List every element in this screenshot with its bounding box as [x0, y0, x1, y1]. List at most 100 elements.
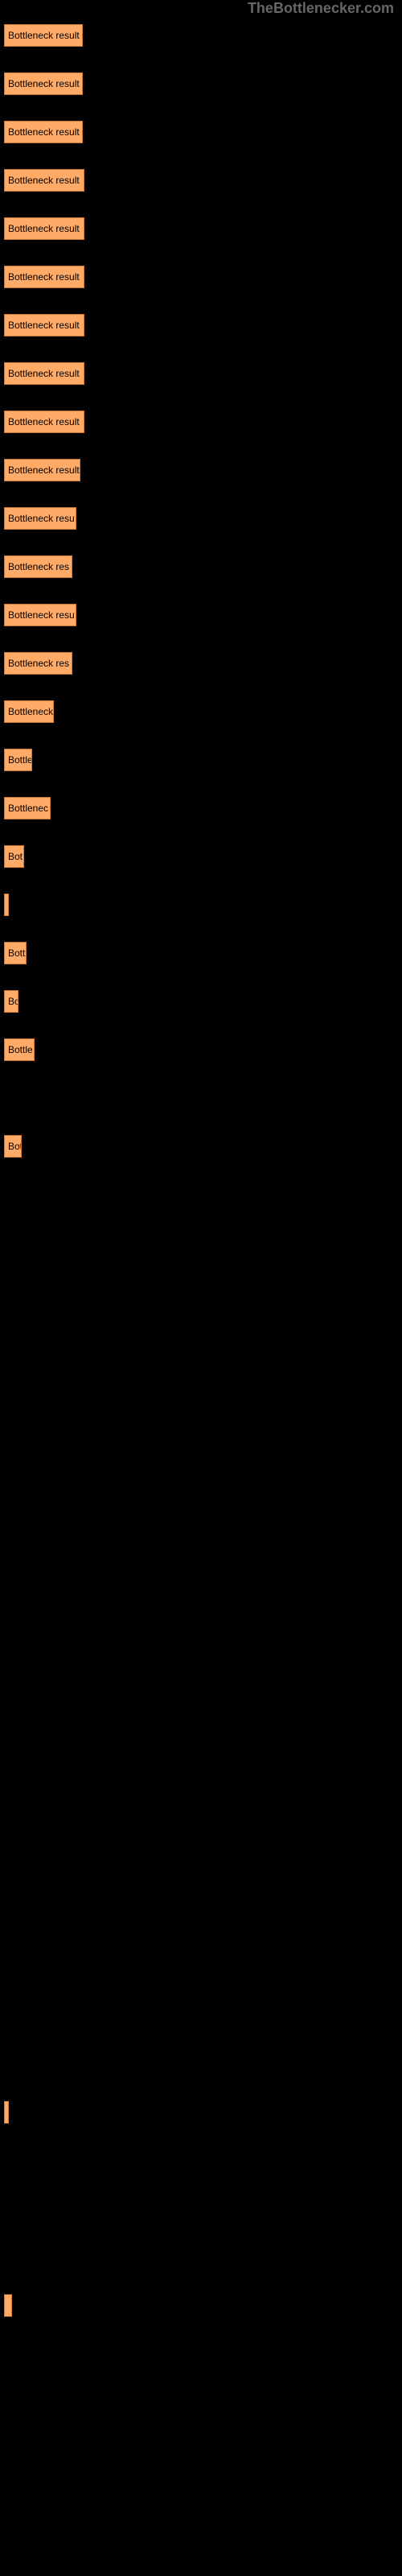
chart-bar: Bottleneck result [4, 459, 80, 481]
chart-bar: Bott [4, 942, 27, 964]
bar-row: Bot [4, 845, 402, 868]
bar-row [4, 1956, 402, 1979]
bar-row [4, 2294, 402, 2317]
chart-bar [4, 2294, 12, 2317]
bar-row [4, 1618, 402, 1641]
chart-bar [4, 894, 9, 916]
chart-bar: Bottlenec [4, 797, 51, 819]
chart-bar: Bottleneck result [4, 24, 83, 47]
bar-row: Bottleneck result [4, 217, 402, 240]
chart-bar: Bot [4, 1135, 22, 1158]
bar-row: Bottleneck res [4, 652, 402, 675]
chart-bar: Bottleneck res [4, 652, 72, 675]
bar-row [4, 2149, 402, 2172]
bar-row [4, 894, 402, 916]
chart-bar: Bottleneck result [4, 411, 84, 433]
bar-row [4, 1860, 402, 1882]
chart-bar: Bot [4, 845, 24, 868]
bar-row: Bottle [4, 1038, 402, 1061]
bar-row [4, 2343, 402, 2365]
bar-row [4, 1425, 402, 1447]
bar-label: Bottleneck [8, 706, 53, 717]
chart-bar: Bottleneck resu [4, 507, 76, 530]
bar-row [4, 2004, 402, 2027]
bar-label: Bo [8, 996, 18, 1007]
bar-row [4, 1280, 402, 1302]
bar-row: Bottlenec [4, 797, 402, 819]
bar-label: Bottleneck res [8, 561, 69, 572]
bar-row: Bottleneck result [4, 24, 402, 47]
bar-row [4, 2439, 402, 2462]
bar-label: Bottlenec [8, 803, 48, 814]
bar-row: Bottleneck result [4, 169, 402, 192]
bar-row [4, 1763, 402, 1785]
bar-row: Bottleneck resu [4, 604, 402, 626]
bar-row: Bo [4, 990, 402, 1013]
bar-row: Bott [4, 942, 402, 964]
bar-row [4, 1377, 402, 1399]
chart-bar: Bottleneck result [4, 266, 84, 288]
bar-label: Bottleneck resu [8, 513, 75, 524]
bar-row: Bottleneck result [4, 121, 402, 143]
bar-row [4, 2198, 402, 2220]
bar-label: Bot [8, 851, 23, 862]
chart-bar: Bo [4, 990, 18, 1013]
bar-row [4, 2391, 402, 2413]
chart-bar: Bottleneck res [4, 555, 72, 578]
bar-label: Bottleneck result [8, 175, 80, 186]
bar-row: Bottleneck result [4, 72, 402, 95]
bar-row [4, 2101, 402, 2124]
bar-row: Bottleneck result [4, 362, 402, 385]
bar-label: Bottleneck result [8, 126, 80, 138]
chart-bar: Bottleneck result [4, 362, 84, 385]
bar-label: Bottleneck resu [8, 609, 75, 621]
bar-row [4, 1521, 402, 1544]
bar-row: Bottleneck [4, 700, 402, 723]
bar-row [4, 1183, 402, 1206]
bar-row [4, 1908, 402, 1930]
bar-label: Bottleneck result [8, 368, 80, 379]
bar-row: Bottleneck resu [4, 507, 402, 530]
bar-label: Bott [8, 947, 25, 959]
bar-chart: Bottleneck result Bottleneck result Bottle… [0, 0, 402, 2462]
chart-bar: Bottleneck result [4, 169, 84, 192]
chart-bar: Bottleneck result [4, 72, 83, 95]
chart-bar: Bottleneck result [4, 314, 84, 336]
bar-row [4, 1570, 402, 1592]
bar-row [4, 1328, 402, 1351]
bar-row [4, 1473, 402, 1496]
bar-row: Bot [4, 1135, 402, 1158]
bar-row [4, 1666, 402, 1689]
bar-label: Bottle [8, 1044, 33, 1055]
bar-row [4, 2053, 402, 2075]
bar-label: Bottleneck result [8, 464, 80, 476]
bar-label: Bot [8, 1141, 22, 1152]
bar-row [4, 1232, 402, 1254]
bar-label: Bottleneck result [8, 416, 80, 427]
bar-row [4, 1087, 402, 1109]
bar-row: Bottle [4, 749, 402, 771]
bar-row: Bottleneck result [4, 314, 402, 336]
bar-label: Bottleneck result [8, 271, 80, 283]
bar-row [4, 1811, 402, 1834]
bar-label: Bottleneck res [8, 658, 69, 669]
chart-bar: Bottleneck result [4, 217, 84, 240]
bar-row [4, 2246, 402, 2268]
chart-bar: Bottleneck resu [4, 604, 76, 626]
bar-label: Bottle [8, 754, 32, 766]
bar-label: Bottleneck result [8, 223, 80, 234]
bar-row: Bottleneck result [4, 266, 402, 288]
bar-row [4, 1715, 402, 1737]
bar-row: Bottleneck result [4, 411, 402, 433]
chart-bar: Bottleneck result [4, 121, 83, 143]
chart-bar [4, 2101, 9, 2124]
bar-label: Bottleneck result [8, 30, 80, 41]
bar-label: Bottleneck result [8, 78, 80, 89]
chart-bar: Bottle [4, 1038, 35, 1061]
bar-label: Bottleneck result [8, 320, 80, 331]
chart-bar: Bottle [4, 749, 32, 771]
watermark-text: TheBottlenecker.com [248, 0, 394, 17]
bar-row: Bottleneck res [4, 555, 402, 578]
bar-row: Bottleneck result [4, 459, 402, 481]
chart-bar: Bottleneck [4, 700, 54, 723]
